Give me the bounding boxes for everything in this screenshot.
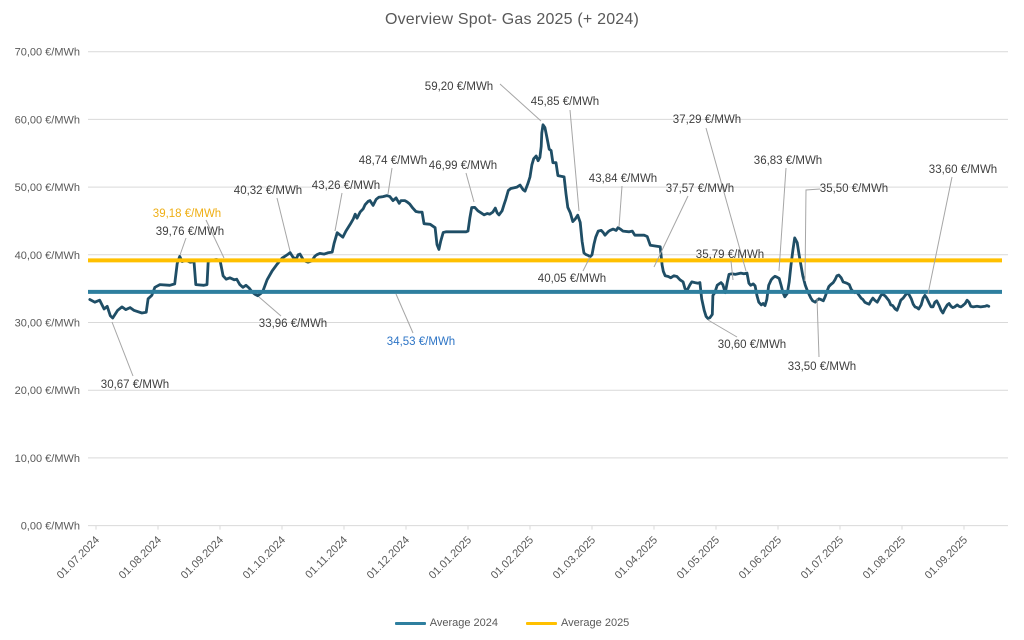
annotation-leader — [334, 192, 343, 232]
y-axis-label: 0,00 €/MWh — [21, 521, 80, 533]
x-axis-label: 01.02.2025 — [489, 534, 536, 581]
annotation-leader — [927, 176, 953, 295]
annotation-label: 46,99 €/MWh — [429, 160, 497, 172]
y-axis-label: 70,00 €/MWh — [15, 47, 80, 59]
annotation-label: 48,74 €/MWh — [359, 155, 427, 167]
x-axis-label: 01.12.2024 — [365, 534, 412, 581]
x-axis-label: 01.01.2025 — [427, 534, 474, 581]
x-axis-label: 01.10.2024 — [241, 534, 288, 581]
annotation-label: 33,50 €/MWh — [788, 361, 856, 373]
annotation-label: 45,85 €/MWh — [531, 96, 599, 108]
annotation-leader — [395, 293, 414, 334]
annotation-leader — [569, 109, 580, 212]
annotation-label: 37,29 €/MWh — [673, 114, 741, 126]
legend-item-average-2025: Average 2025 — [526, 617, 629, 629]
annotation-leader — [465, 172, 475, 203]
annotation-label: 33,96 €/MWh — [259, 318, 327, 330]
annotation-label: 43,26 €/MWh — [312, 180, 380, 192]
annotation-leader — [276, 197, 291, 252]
annotation-leader — [179, 237, 187, 256]
annotation-label: 33,60 €/MWh — [929, 164, 997, 176]
x-axis-label: 01.09.2024 — [179, 534, 226, 581]
y-axis-label: 30,00 €/MWh — [15, 318, 80, 330]
annotation-label: 35,50 €/MWh — [820, 183, 888, 195]
annotation-label: 40,05 €/MWh — [538, 273, 606, 285]
annotation-leader — [582, 256, 591, 272]
chart-title: Overview Spot- Gas 2025 (+ 2024) — [384, 11, 640, 28]
annotation-leader — [499, 83, 542, 122]
annotation-leader — [618, 185, 623, 228]
x-axis-label: 01.09.2025 — [923, 534, 970, 581]
annotation-label: 30,60 €/MWh — [718, 339, 786, 351]
annotation-leader — [111, 321, 134, 377]
annotation-label: 34,53 €/MWh — [387, 336, 455, 348]
annotation-label: 43,84 €/MWh — [589, 173, 657, 185]
annotation-label: 59,20 €/MWh — [425, 81, 493, 93]
x-axis-label: 01.04.2025 — [613, 534, 660, 581]
annotation-label: 36,83 €/MWh — [754, 155, 822, 167]
legend-item-average-2024: Average 2024 — [394, 617, 498, 629]
annotation-leader — [816, 297, 820, 358]
annotation-leader — [205, 219, 225, 259]
x-axis-label: 01.11.2024 — [303, 534, 350, 581]
legend: Average 2024 Average 2025 — [0, 617, 1024, 629]
annotation-leader — [387, 167, 393, 195]
annotation-leader — [653, 195, 689, 268]
annotation-leader — [705, 127, 747, 272]
annotation-leader — [707, 319, 738, 338]
x-axis-label: 01.08.2024 — [117, 534, 164, 581]
x-axis-label: 01.03.2025 — [551, 534, 598, 581]
y-axis-label: 60,00 €/MWh — [15, 114, 80, 126]
y-axis-label: 20,00 €/MWh — [15, 385, 80, 397]
y-axis-label: 10,00 €/MWh — [15, 453, 80, 465]
x-axis-label: 01.05.2025 — [675, 534, 722, 581]
annotation-leader — [258, 296, 282, 317]
annotation-leader — [778, 167, 787, 272]
annotation-leader — [804, 188, 821, 282]
y-axis-label: 40,00 €/MWh — [15, 250, 80, 262]
legend-swatch-average-2025 — [526, 621, 557, 625]
x-axis-label: 01.06.2025 — [737, 534, 784, 581]
annotation-label: 35,79 €/MWh — [696, 249, 764, 261]
x-axis-label: 01.07.2025 — [799, 534, 846, 581]
annotation-label: 39,76 €/MWh — [156, 226, 224, 238]
annotation-label: 30,67 €/MWh — [101, 379, 169, 391]
annotation-label: 39,18 €/MWh — [153, 208, 221, 220]
legend-label-average-2025: Average 2025 — [561, 617, 630, 629]
legend-swatch-average-2024 — [394, 621, 426, 625]
x-axis-label: 01.08.2025 — [861, 534, 908, 581]
annotation-leader — [730, 260, 734, 281]
annotation-label: 40,32 €/MWh — [234, 185, 302, 197]
series-line-spot-price — [88, 123, 991, 320]
annotation-label: 37,57 €/MWh — [666, 183, 734, 195]
y-axis-label: 50,00 €/MWh — [15, 182, 80, 194]
x-axis-label: 01.07.2024 — [55, 534, 102, 581]
legend-label-average-2024: Average 2024 — [429, 617, 498, 629]
